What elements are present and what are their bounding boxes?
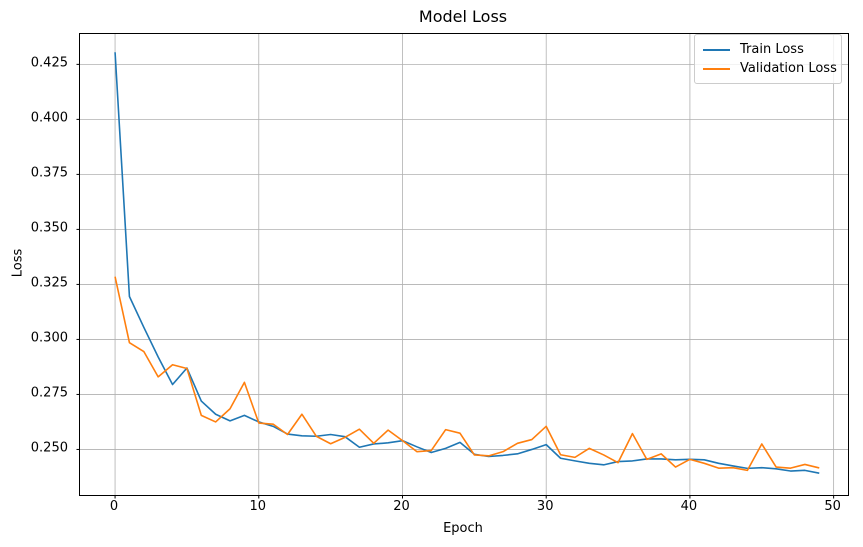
y-tick-label: 0.350 <box>30 220 68 236</box>
plot-area <box>76 33 849 499</box>
x-tick-label: 50 <box>824 499 841 514</box>
x-tick-label: 10 <box>249 499 267 514</box>
legend-item-validation: Validation Loss <box>703 59 837 78</box>
y-tick-label: 0.375 <box>30 165 68 181</box>
x-tick-label: 20 <box>393 499 410 514</box>
legend-item-train: Train Loss <box>703 40 833 59</box>
y-tick-label: 0.425 <box>30 55 68 71</box>
y-tick-label: 0.400 <box>30 110 68 126</box>
legend-label-validation: Validation Loss <box>740 61 837 76</box>
x-tick-label: 30 <box>536 499 554 514</box>
y-tick-label: 0.250 <box>30 440 68 456</box>
validation-loss-line-swatch <box>703 67 730 70</box>
x-tick-label: 0 <box>109 499 119 514</box>
x-tick-label: 40 <box>680 499 698 514</box>
legend: Train Loss Validation Loss <box>694 34 842 84</box>
y-axis-label: Loss <box>10 248 26 278</box>
x-axis-label: Epoch <box>443 521 483 536</box>
y-tick-label: 0.300 <box>30 330 68 346</box>
y-tick-label: 0.275 <box>30 385 68 401</box>
train-loss-line-swatch <box>703 48 730 51</box>
y-tick-label: 0.325 <box>30 275 68 291</box>
chart-title: Model Loss <box>418 7 508 26</box>
train-loss-line <box>114 52 820 474</box>
legend-label-train: Train Loss <box>740 42 804 57</box>
plot-canvas <box>76 34 848 499</box>
validation-loss-line <box>114 276 820 472</box>
